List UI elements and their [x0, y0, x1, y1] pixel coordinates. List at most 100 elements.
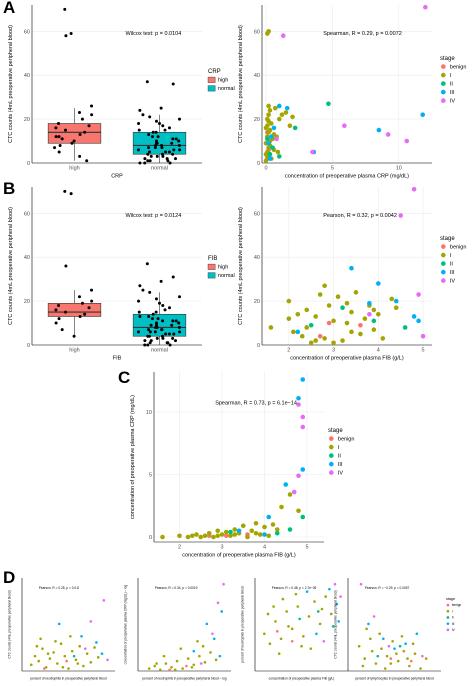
C_scatter-point-I: [262, 524, 267, 530]
A_box-data-point: [145, 80, 149, 84]
A_box-data-point: [80, 117, 84, 121]
B_box-data-point: [80, 301, 84, 305]
C_scatter-point-IV: [296, 473, 301, 479]
B_box-ytick-label: 0: [27, 343, 30, 349]
D1-point-IV: [89, 620, 93, 623]
D1-point-I: [33, 654, 37, 658]
C_scatter-point-IV: [300, 424, 306, 430]
D2-point-III: [205, 622, 209, 626]
A_box-data-point: [178, 148, 182, 152]
D1-point-IV: [83, 647, 87, 650]
B_box-data-point: [69, 192, 73, 196]
D2-point-I: [164, 662, 168, 665]
C_scatter-legend-label: benign: [338, 437, 355, 443]
D1-point-I: [48, 657, 52, 660]
B_scatter-point-I: [322, 336, 327, 341]
panel-label-c: C: [118, 368, 131, 387]
B_scatter-legend-title: stage: [440, 236, 455, 242]
B_box-data-point: [137, 299, 141, 303]
B_box-data-point: [54, 308, 58, 312]
A_box-ytick-label: 60: [24, 29, 30, 35]
B_scatter-ytick-label: 0: [257, 343, 260, 349]
A_scatter-xtick-label: 0: [264, 166, 267, 172]
B_scatter-point-I: [268, 325, 274, 330]
B_box-data-point: [167, 332, 171, 336]
D3-point-I: [324, 595, 327, 598]
A_box-data-point: [72, 139, 76, 143]
B_scatter-xtick-label: 2: [287, 348, 290, 354]
B_scatter-point-I: [308, 340, 314, 346]
D2-point-III: [218, 654, 222, 658]
B_box-legend-label: normal: [218, 273, 235, 279]
C_scatter-point-II: [228, 529, 233, 535]
D2-point-I: [159, 668, 162, 672]
B_box-data-point: [170, 323, 174, 327]
C_scatter-point-II: [300, 514, 306, 520]
A_box-data-point: [137, 128, 141, 132]
D1-point-I: [54, 639, 57, 643]
D2-point-I: [196, 639, 199, 643]
C_scatter-point-IV: [300, 414, 306, 420]
A_scatter-point-III: [267, 156, 273, 161]
B_box-data-point: [148, 330, 152, 334]
C_scatter-point-I: [219, 532, 225, 537]
A_box-data-point: [54, 126, 58, 130]
A_box-data-point: [137, 122, 141, 125]
A_scatter-point-I: [275, 149, 281, 155]
B_box-data-point: [63, 189, 67, 193]
B_scatter-point-I: [286, 316, 292, 321]
B_scatter-point-I: [371, 327, 377, 332]
A_box-data-point: [90, 113, 94, 117]
C_scatter-point-I: [296, 508, 301, 514]
B_box-ytick-label: 20: [24, 299, 30, 305]
B_scatter-point-I: [317, 292, 323, 297]
A_scatter-point-I: [266, 119, 271, 124]
B_scatter-chart: 0 20 40 60 2 3 4 5 concentration of preoperative…: [238, 186, 466, 361]
B_scatter-point-I: [376, 311, 381, 317]
D4-point-I: [361, 664, 365, 668]
A_scatter-xtick-label: 10: [396, 166, 402, 172]
D4-point-I: [369, 637, 372, 641]
D4-legend-key: [446, 609, 450, 613]
B_scatter-point-I: [371, 307, 377, 313]
D1-point-IV: [106, 658, 109, 662]
B_scatter-point-I: [389, 296, 395, 302]
D1-chart: percent of neutrophils in preoperative p…: [7, 578, 115, 680]
D3-point-II: [316, 610, 320, 613]
D3-point-III: [337, 620, 341, 623]
B_scatter-point-I: [362, 316, 368, 321]
A_scatter-point-III: [268, 134, 274, 139]
A_box-data-point: [164, 150, 168, 154]
A_box-data-point: [57, 122, 61, 125]
B_box-data-point: [57, 304, 61, 307]
A_scatter-point-I: [263, 151, 269, 157]
A_box-data-point: [63, 128, 67, 132]
A_box-data-point: [57, 150, 61, 154]
D3-point-I: [320, 607, 324, 611]
C_scatter-point-I: [177, 533, 182, 539]
C_scatter-xtick-label: 4: [263, 545, 266, 551]
D4-point-I: [357, 644, 361, 648]
B_scatter-point-IV: [398, 213, 403, 218]
D1-point-I: [61, 665, 65, 669]
A_box-data-point: [148, 115, 152, 119]
D3-point-I: [263, 632, 266, 636]
D1-point-benign: [43, 667, 46, 670]
B_box-box-high: [47, 303, 102, 317]
B_box-xtick-label: normal: [151, 348, 168, 354]
D1-y-axis-title: CTC counts (4mL preoperative peripheral …: [7, 590, 11, 658]
B_box-data-point: [161, 304, 165, 307]
D3-point-III: [335, 602, 339, 606]
B_box-data-point: [154, 321, 158, 325]
B_scatter-point-I: [313, 338, 318, 343]
B_box-data-point: [138, 314, 142, 318]
C_scatter-point-III: [283, 482, 289, 487]
B_box-data-point: [177, 325, 181, 329]
A_box-data-point: [167, 126, 171, 130]
A_scatter-point-IV: [423, 4, 428, 10]
D4-point-III: [382, 637, 385, 641]
B_box-data-point: [172, 332, 176, 336]
A_box-data-point: [78, 132, 82, 136]
B_scatter-point-I: [295, 311, 301, 317]
C_scatter-plot-area: [154, 372, 324, 542]
